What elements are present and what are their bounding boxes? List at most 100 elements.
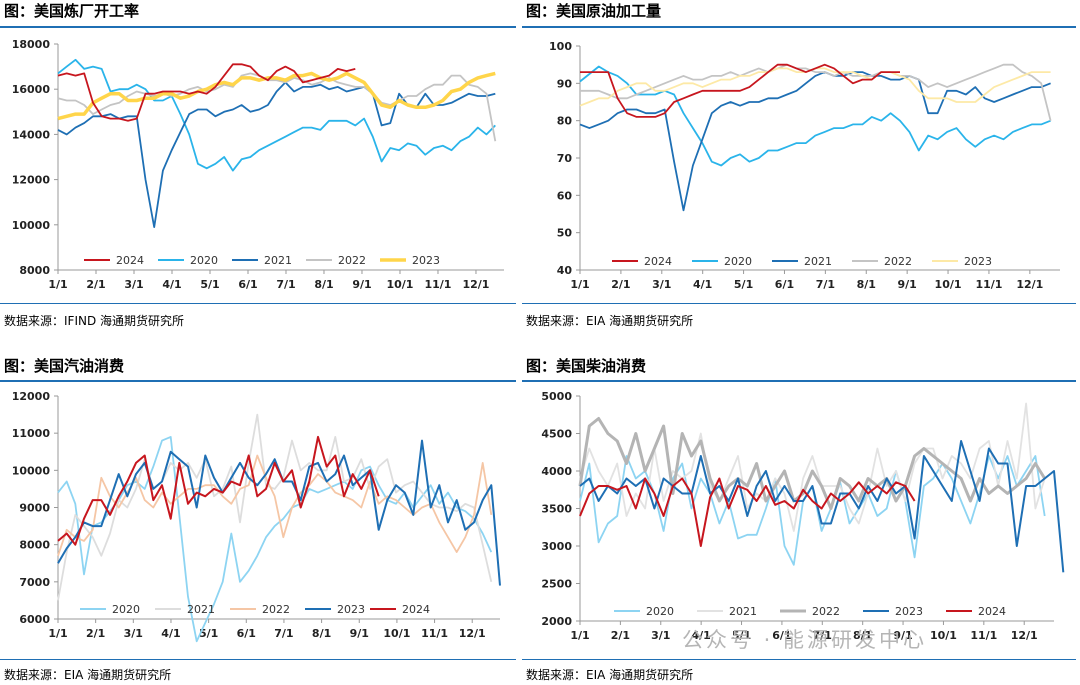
y-tick-label: 90 bbox=[557, 77, 573, 90]
chart-svg: 40 50 60 70 80 90 100 1/1 2/1 3/1 4/1 5/1 6/1 7/1 8/1 9… bbox=[549, 40, 1060, 291]
title-rule bbox=[0, 380, 516, 382]
title-rule bbox=[522, 26, 1076, 28]
legend-label-2024: 2024 bbox=[116, 254, 144, 267]
panel-title: 图：美国炼厂开工率 bbox=[4, 2, 140, 20]
x-tick-label: 7/1 bbox=[276, 278, 295, 291]
x-tick-label: 6/1 bbox=[772, 629, 791, 642]
series-line-2020 bbox=[57, 58, 496, 172]
x-tick-label: 1/1 bbox=[48, 278, 67, 291]
watermark: 公众号 · 能源研发中心 bbox=[682, 628, 928, 652]
series-line-2023 bbox=[57, 71, 496, 121]
x-tick-label: 7/1 bbox=[274, 627, 293, 640]
x-tick-label: 4/1 bbox=[691, 629, 710, 642]
x-tick-label: 3/1 bbox=[651, 629, 670, 642]
legend-label-2020: 2020 bbox=[724, 255, 752, 268]
legend-label-2024: 2024 bbox=[402, 603, 430, 616]
legend-label-2023: 2023 bbox=[337, 603, 365, 616]
x-tick-label: 10/1 bbox=[383, 627, 410, 640]
series-line-2020 bbox=[579, 65, 1051, 167]
chart-svg: 8000 10000 12000 14000 16000 18000 1/1 2/1 3/1 4/… bbox=[12, 38, 504, 291]
y-tick-label: 4500 bbox=[541, 428, 572, 441]
x-tick-label: 9/1 bbox=[893, 629, 912, 642]
legend-label-2023: 2023 bbox=[412, 254, 440, 267]
y-tick-label: 18000 bbox=[12, 38, 51, 51]
x-tick-label: 6/1 bbox=[775, 278, 794, 291]
series-line-2022 bbox=[580, 63, 1052, 121]
series-line-2021 bbox=[579, 402, 1046, 532]
x-tick-label: 6/1 bbox=[238, 278, 257, 291]
y-tick-label: 7000 bbox=[19, 576, 50, 589]
x-tick-label: 11/1 bbox=[975, 278, 1002, 291]
y-tick-label: 5000 bbox=[541, 390, 572, 403]
x-tick-label: 8/1 bbox=[857, 278, 876, 291]
y-tick-label: 11000 bbox=[12, 427, 51, 440]
y-tick-label: 12000 bbox=[12, 174, 51, 187]
panel-title: 图：美国柴油消费 bbox=[526, 357, 647, 375]
y-tick-label: 40 bbox=[557, 264, 573, 277]
x-tick-label: 10/1 bbox=[930, 629, 957, 642]
y-tick-label: 8000 bbox=[19, 264, 50, 277]
x-tick-label: 7/1 bbox=[816, 278, 835, 291]
y-tick-label: 3500 bbox=[541, 503, 572, 516]
x-tick-label: 8/1 bbox=[312, 627, 331, 640]
y-tick-label: 2000 bbox=[541, 615, 572, 628]
source-rule bbox=[0, 659, 516, 660]
series-line-2024 bbox=[57, 435, 380, 546]
x-tick-label: 9/1 bbox=[350, 627, 369, 640]
legend-label-2022: 2022 bbox=[884, 255, 912, 268]
title-rule bbox=[522, 380, 1076, 382]
x-tick-label: 9/1 bbox=[897, 278, 916, 291]
x-tick-label: 3/1 bbox=[124, 627, 143, 640]
y-tick-label: 9000 bbox=[19, 502, 50, 515]
x-tick-label: 5/1 bbox=[199, 627, 218, 640]
x-tick-label: 12/1 bbox=[1011, 629, 1038, 642]
x-tick-label: 11/1 bbox=[424, 278, 451, 291]
x-tick-label: 1/1 bbox=[48, 627, 67, 640]
y-tick-label: 12000 bbox=[12, 390, 51, 403]
x-tick-label: 2/1 bbox=[86, 627, 105, 640]
x-tick-label: 8/1 bbox=[314, 278, 333, 291]
series-line-2022 bbox=[578, 417, 1046, 510]
x-tick-label: 2/1 bbox=[611, 629, 630, 642]
y-tick-label: 70 bbox=[557, 152, 573, 165]
chart-svg: 2000 2500 3000 3500 4000 4500 5000 1/1 2/1 3/1 4/1… bbox=[541, 390, 1065, 642]
series-line-2021 bbox=[579, 71, 1051, 212]
x-tick-label: 1/1 bbox=[570, 278, 589, 291]
y-tick-label: 50 bbox=[557, 227, 573, 240]
chart-panel-crude-runs: 图：美国原油加工量 40 50 60 70 80 90 100 1/1 2/1 3/1 4/1 5/1… bbox=[522, 0, 1080, 345]
series-line-2021 bbox=[57, 413, 493, 601]
x-tick-label: 12/1 bbox=[459, 627, 486, 640]
series-line-2021 bbox=[57, 81, 496, 229]
legend-label-2020: 2020 bbox=[646, 605, 674, 618]
series-line-2024 bbox=[580, 63, 900, 118]
x-tick-label: 8/1 bbox=[853, 629, 872, 642]
series-line-2024 bbox=[579, 477, 916, 547]
x-tick-label: 2/1 bbox=[611, 278, 630, 291]
x-tick-label: 12/1 bbox=[1016, 278, 1043, 291]
x-tick-label: 10/1 bbox=[935, 278, 962, 291]
series-line-2023 bbox=[579, 440, 1065, 573]
source-note: 数据来源：IFIND 海通期货研究所 bbox=[4, 314, 185, 328]
source-rule bbox=[0, 303, 516, 304]
chart-svg: 6000 7000 8000 9000 10000 11000 12000 1/1 2/1 3/1… bbox=[12, 390, 501, 643]
y-tick-label: 3000 bbox=[541, 540, 572, 553]
y-tick-label: 2500 bbox=[541, 578, 572, 591]
x-tick-label: 12/1 bbox=[462, 278, 489, 291]
series-line-2022 bbox=[57, 72, 497, 142]
x-tick-label: 1/1 bbox=[570, 629, 589, 642]
y-tick-label: 10000 bbox=[12, 219, 51, 232]
legend-label-2021: 2021 bbox=[729, 605, 757, 618]
y-tick-label: 16000 bbox=[12, 83, 51, 96]
legend-label-2024: 2024 bbox=[978, 605, 1006, 618]
chart-panel-distillate-demand: 图：美国柴油消费 2000 2500 3000 3500 4000 4500 5000 1/1… bbox=[522, 355, 1080, 685]
x-tick-label: 3/1 bbox=[124, 278, 143, 291]
legend-label-2022: 2022 bbox=[812, 605, 840, 618]
series-line-2024 bbox=[57, 63, 356, 122]
x-tick-label: 9/1 bbox=[352, 278, 371, 291]
source-note: 数据来源：EIA 海通期货研究所 bbox=[526, 668, 694, 682]
source-rule bbox=[522, 303, 1076, 304]
legend-label-2022: 2022 bbox=[262, 603, 290, 616]
y-tick-label: 80 bbox=[557, 115, 573, 128]
source-note: 数据来源：EIA 海通期货研究所 bbox=[526, 314, 694, 328]
chart-panel-refinery-utilization: 图：美国炼厂开工率 8000 10000 12000 14000 16000 18000 1… bbox=[0, 0, 520, 345]
